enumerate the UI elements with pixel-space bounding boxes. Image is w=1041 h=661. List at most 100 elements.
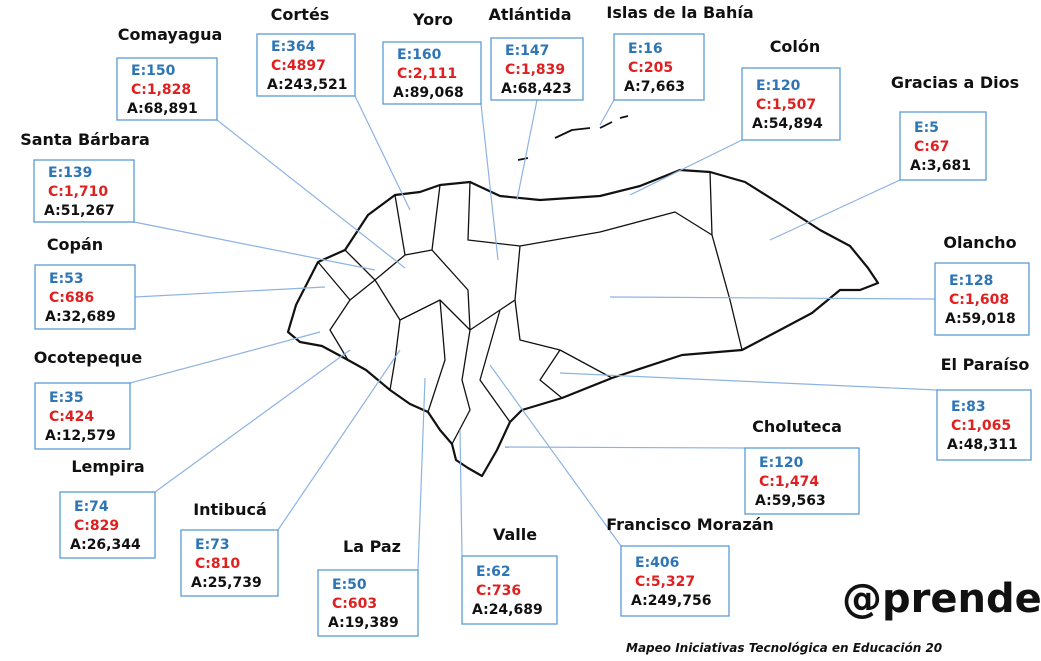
students-count: A:89,068 (393, 85, 464, 101)
department-border (317, 171, 743, 445)
leader-line (489, 364, 622, 547)
islands (517, 115, 629, 161)
info-box (936, 389, 1032, 461)
teachers-count: C:67 (914, 139, 949, 155)
teachers-count: C:1,065 (951, 418, 1011, 434)
info-box (116, 57, 218, 121)
schools-count: E:406 (635, 555, 679, 571)
info-box (899, 111, 987, 181)
info-box (256, 33, 356, 97)
students-count: A:19,389 (328, 615, 399, 631)
footer: Mapeo Iniciativas Tecnológica en Educaci… (626, 641, 942, 655)
department-name: El Paraíso (941, 355, 1030, 374)
country-outline (286, 168, 880, 478)
schools-count: E:120 (759, 455, 804, 471)
teachers-count: C:5,327 (635, 574, 695, 590)
department-name: Choluteca (752, 417, 842, 436)
schools-count: E:5 (914, 120, 939, 136)
schools-count: E:83 (951, 399, 986, 415)
department-name: Olancho (943, 233, 1016, 252)
info-box (34, 382, 131, 450)
students-count: A:249,756 (631, 593, 711, 609)
teachers-count: C:686 (49, 290, 94, 306)
teachers-count: C:603 (332, 596, 377, 612)
leader-line (599, 99, 615, 126)
schools-count: E:120 (756, 78, 801, 94)
department-name: La Paz (343, 537, 401, 556)
teachers-count: C:1,839 (505, 62, 565, 78)
department-name: Comayagua (118, 25, 223, 44)
schools-count: E:160 (397, 47, 442, 63)
teachers-count: C:4897 (271, 58, 326, 74)
students-count: A:51,267 (44, 203, 115, 219)
schools-count: E:16 (628, 41, 663, 57)
schools-count: E:139 (48, 165, 92, 181)
info-box (317, 569, 419, 637)
students-count: A:68,891 (127, 101, 198, 117)
teachers-count: C:1,710 (48, 184, 108, 200)
teachers-count: C:424 (49, 409, 94, 425)
info-box (33, 159, 135, 223)
department-name: Cortés (271, 5, 330, 24)
schools-count: E:128 (949, 273, 993, 289)
teachers-count: C:1,608 (949, 292, 1009, 308)
department-name: Valle (493, 525, 537, 544)
info-box (620, 545, 730, 617)
department-name: Copán (47, 235, 103, 254)
teachers-count: C:205 (628, 60, 673, 76)
department-name: Yoro (412, 10, 453, 29)
leader-line (277, 349, 401, 531)
department-name: Francisco Morazán (606, 515, 774, 534)
department-name: Santa Bárbara (20, 130, 150, 149)
info-box (934, 262, 1030, 336)
students-count: A:48,311 (947, 437, 1018, 453)
leader-line (129, 331, 321, 384)
leader-line (516, 99, 538, 201)
leader-line (629, 139, 743, 196)
students-count: A:243,521 (267, 77, 347, 93)
students-count: A:68,423 (501, 81, 572, 97)
schools-count: E:35 (49, 390, 84, 406)
info-box (382, 41, 482, 105)
leader-line (216, 119, 406, 269)
schools-count: E:74 (74, 499, 109, 515)
leader-line (559, 372, 938, 391)
teachers-count: C:810 (195, 556, 240, 572)
brand: @prende (842, 576, 1041, 622)
schools-count: E:364 (271, 39, 316, 55)
schools-count: E:147 (505, 43, 549, 59)
info-box (34, 264, 136, 330)
department-name: Intibucá (193, 500, 267, 519)
teachers-count: C:2,111 (397, 66, 457, 82)
schools-count: E:50 (332, 577, 367, 593)
info-box (744, 447, 860, 515)
teachers-count: C:1,507 (756, 97, 816, 113)
department-labels: Comayagua E:150 C:1,828 A:68,891 Cortés E:364… (20, 3, 1032, 637)
info-box (741, 67, 841, 141)
leader-line (354, 95, 411, 211)
leader-line (417, 377, 426, 571)
leader-line (504, 446, 746, 449)
leader-line (480, 103, 499, 261)
department-name: Colón (770, 37, 821, 56)
department-name: Ocotepeque (34, 348, 143, 367)
students-count: A:3,681 (910, 158, 971, 174)
leader-line (609, 296, 936, 300)
teachers-count: C:1,474 (759, 474, 819, 490)
schools-count: E:62 (476, 564, 511, 580)
leader-line (459, 429, 463, 557)
students-count: A:12,579 (45, 428, 116, 444)
schools-count: E:150 (131, 63, 176, 79)
department-name: Islas de la Bahía (606, 3, 753, 22)
leader-line (154, 349, 351, 493)
students-count: A:25,739 (191, 575, 262, 591)
department-name: Lempira (71, 457, 144, 476)
students-count: A:59,563 (755, 493, 826, 509)
students-count: A:32,689 (45, 309, 116, 325)
info-box (490, 37, 584, 101)
department-name: Gracias a Dios (891, 73, 1019, 92)
students-count: A:7,663 (624, 79, 685, 95)
leader-line (133, 221, 376, 271)
schools-count: E:53 (49, 271, 84, 287)
info-box (180, 529, 279, 597)
